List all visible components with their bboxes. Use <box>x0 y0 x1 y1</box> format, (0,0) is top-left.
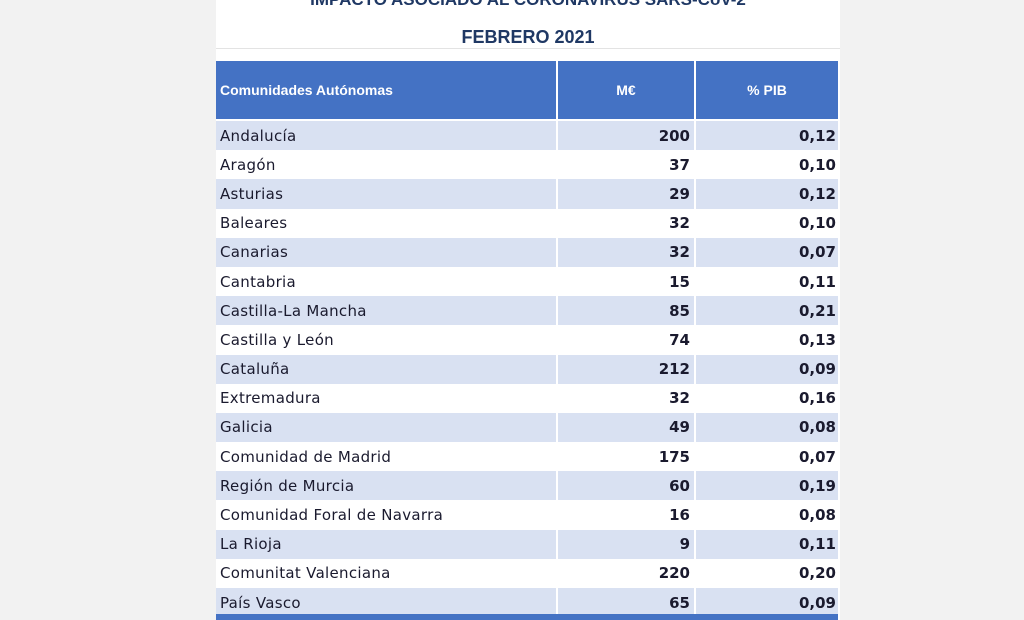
row-pib: 0,12 <box>694 179 838 209</box>
row-millones: 212 <box>556 354 694 384</box>
row-millones: 16 <box>556 500 694 530</box>
table-row: La Rioja 9 0,11 <box>216 529 838 559</box>
table-row: Comunidad de Madrid 175 0,07 <box>216 442 838 472</box>
row-name: Comunidad de Madrid <box>220 447 392 466</box>
row-millones: 175 <box>556 442 694 472</box>
table-row: Andalucía 200 0,12 <box>216 121 838 151</box>
row-pib: 0,07 <box>694 442 838 472</box>
title-divider <box>216 48 840 49</box>
row-pib: 0,21 <box>694 296 838 326</box>
row-name: País Vasco <box>220 593 301 612</box>
row-name: Castilla y León <box>220 330 334 349</box>
table-row: Castilla-La Mancha 85 0,21 <box>216 296 838 326</box>
row-name: Cantabria <box>220 272 296 291</box>
table-row: Aragón 37 0,10 <box>216 150 838 180</box>
table-row: Canarias 32 0,07 <box>216 237 838 267</box>
row-name: Cataluña <box>220 360 290 379</box>
table-title: IMPACTO ASOCIADO AL CORONAVIRUS SARS-CoV… <box>216 0 840 10</box>
row-millones: 32 <box>556 383 694 413</box>
row-pib: 0,19 <box>694 471 838 501</box>
row-name: Canarias <box>220 243 289 262</box>
row-millones: 29 <box>556 179 694 209</box>
row-name: Galicia <box>220 418 273 437</box>
row-millones: 74 <box>556 325 694 355</box>
row-pib: 0,08 <box>694 412 838 443</box>
row-pib: 0,10 <box>694 208 838 238</box>
table-row: Cantabria 15 0,11 <box>216 266 838 297</box>
table-row: Región de Murcia 60 0,19 <box>216 471 838 501</box>
row-pib: 0,11 <box>694 529 838 559</box>
row-millones: 49 <box>556 412 694 443</box>
row-pib: 0,13 <box>694 325 838 355</box>
row-pib: 0,12 <box>694 121 838 151</box>
row-millones: 60 <box>556 471 694 501</box>
row-pib: 0,10 <box>694 150 838 180</box>
row-millones: 85 <box>556 296 694 326</box>
header-pib: % PIB <box>694 61 838 119</box>
row-pib: 0,07 <box>694 237 838 267</box>
row-name: La Rioja <box>220 535 282 554</box>
row-name: Comunitat Valenciana <box>220 564 391 583</box>
table-row: Comunidad Foral de Navarra 16 0,08 <box>216 500 838 530</box>
row-millones: 32 <box>556 208 694 238</box>
row-name: Baleares <box>220 214 288 233</box>
table-row: Galicia 49 0,08 <box>216 412 838 443</box>
table-row: Cataluña 212 0,09 <box>216 354 838 384</box>
header-millones: M€ <box>556 61 694 119</box>
row-pib: 0,16 <box>694 383 838 413</box>
row-millones: 15 <box>556 266 694 297</box>
row-millones: 32 <box>556 237 694 267</box>
row-millones: 65 <box>556 588 694 618</box>
row-millones: 9 <box>556 529 694 559</box>
row-pib: 0,09 <box>694 588 838 618</box>
row-name: Castilla-La Mancha <box>220 301 367 320</box>
row-pib: 0,11 <box>694 266 838 297</box>
row-name: Asturias <box>220 184 284 203</box>
row-name: Región de Murcia <box>220 476 355 495</box>
header-comunidades: Comunidades Autónomas <box>220 82 393 98</box>
row-millones: 220 <box>556 558 694 588</box>
row-pib: 0,09 <box>694 354 838 384</box>
table-subtitle: FEBRERO 2021 <box>461 27 595 47</box>
table-row: País Vasco 65 0,09 <box>216 588 838 618</box>
table-row: Extremadura 32 0,16 <box>216 383 838 413</box>
row-name: Extremadura <box>220 389 321 408</box>
data-table: Comunidades Autónomas M€ % PIB Andalucía… <box>216 61 838 618</box>
document-page: IMPACTO ASOCIADO AL CORONAVIRUS SARS-CoV… <box>216 0 840 620</box>
row-millones: 200 <box>556 121 694 151</box>
table-header: Comunidades Autónomas M€ % PIB <box>216 61 838 119</box>
table-row: Asturias 29 0,12 <box>216 179 838 209</box>
table-row: Baleares 32 0,10 <box>216 208 838 238</box>
table-row: Comunitat Valenciana 220 0,20 <box>216 558 838 588</box>
row-millones: 37 <box>556 150 694 180</box>
row-name: Comunidad Foral de Navarra <box>220 506 444 525</box>
table-body: Andalucía 200 0,12 Aragón 37 0,10 Asturias 29… <box>216 121 838 618</box>
row-pib: 0,20 <box>694 558 838 588</box>
table-footer-bar <box>216 614 838 620</box>
row-name: Andalucía <box>220 126 297 145</box>
row-name: Aragón <box>220 155 276 174</box>
table-row: Castilla y León 74 0,13 <box>216 325 838 355</box>
row-pib: 0,08 <box>694 500 838 530</box>
